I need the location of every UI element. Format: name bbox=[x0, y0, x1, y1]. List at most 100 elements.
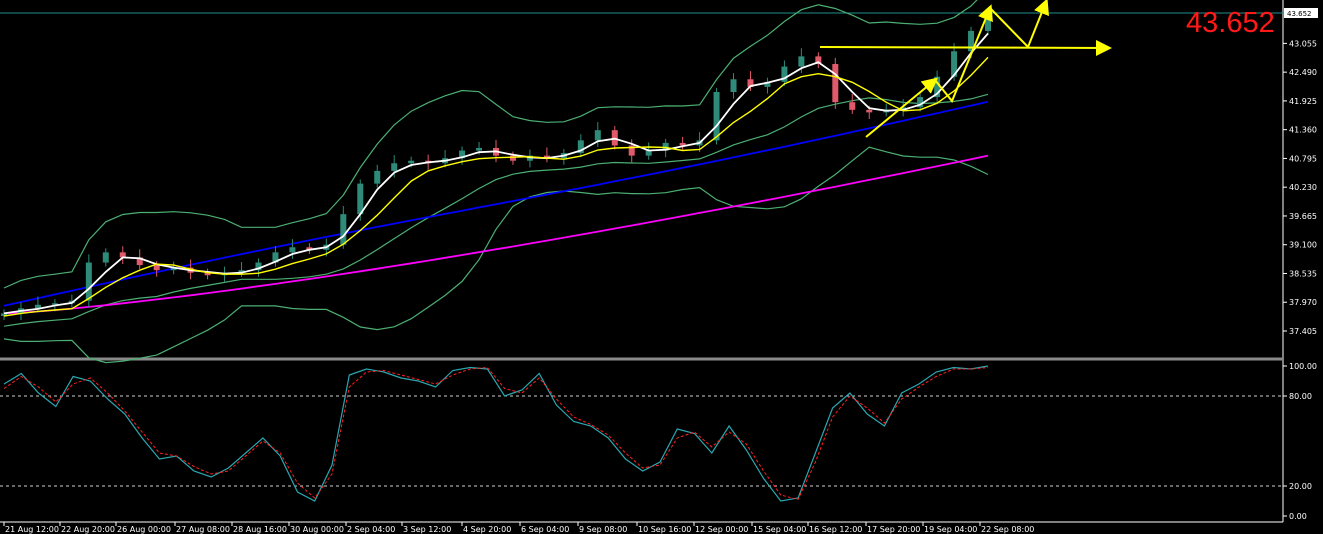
candle-body bbox=[968, 30, 975, 52]
candle-body bbox=[51, 303, 58, 305]
sma-very-slow-path bbox=[3, 154, 989, 315]
candle-body bbox=[204, 272, 211, 276]
osc-tick-label: 0.00 bbox=[1289, 512, 1307, 521]
oscillator-axis-ticks: 100.00 80.00 20.00 0.00 bbox=[1283, 362, 1317, 521]
candle-body bbox=[679, 142, 686, 146]
time-tick-label: 4 Sep 20:00 bbox=[463, 525, 511, 534]
bollinger-lower bbox=[3, 146, 989, 364]
sma-slow-path bbox=[3, 100, 989, 307]
sma-fast-lines bbox=[3, 32, 989, 317]
candle-body bbox=[391, 163, 398, 171]
candle-body bbox=[459, 150, 466, 159]
time-tick-label: 27 Aug 08:00 bbox=[176, 525, 230, 534]
support-arrow bbox=[819, 39, 1112, 56]
time-tick-label: 26 Aug 00:00 bbox=[117, 525, 171, 534]
time-tick-label: 17 Sep 20:00 bbox=[867, 525, 920, 534]
candle-body bbox=[476, 147, 483, 151]
time-tick-label: 21 Aug 12:00 bbox=[5, 525, 59, 534]
time-tick-label: 22 Aug 20:00 bbox=[61, 525, 115, 534]
price-tag bbox=[1284, 8, 1318, 18]
candle-body bbox=[272, 252, 279, 263]
price-axis-ticks: 43.055 42.490 41.925 41.360 40.795 40.230 39.6… bbox=[1283, 39, 1317, 336]
candle-body bbox=[543, 155, 550, 159]
candle-body bbox=[306, 247, 313, 250]
time-tick-label: 10 Sep 16:00 bbox=[638, 525, 691, 534]
candle-body bbox=[102, 252, 109, 263]
stochastic-lines bbox=[3, 365, 989, 502]
sma-fast-line bbox=[3, 32, 989, 315]
candle-body bbox=[238, 270, 245, 273]
price-tick-label: 40.230 bbox=[1289, 183, 1317, 192]
time-tick-label: 30 Aug 00:00 bbox=[290, 525, 344, 534]
oscillator-levels bbox=[0, 395, 1283, 487]
price-tick-label: 40.795 bbox=[1289, 154, 1317, 163]
time-tick-label: 28 Aug 16:00 bbox=[233, 525, 287, 534]
bollinger-upper bbox=[3, 0, 978, 289]
candle-body bbox=[662, 142, 669, 151]
candle-body bbox=[764, 81, 771, 87]
candle-body bbox=[781, 66, 788, 82]
candle-body bbox=[798, 56, 805, 67]
candle-body bbox=[509, 155, 516, 161]
price-tick-label: 37.405 bbox=[1289, 327, 1317, 336]
candle-body bbox=[340, 214, 347, 245]
candle-body bbox=[815, 56, 822, 65]
bollinger-middle bbox=[3, 93, 989, 327]
candle-body bbox=[577, 140, 584, 154]
osc-tick-label: 100.00 bbox=[1289, 362, 1317, 371]
time-tick-label: 22 Sep 08:00 bbox=[981, 525, 1034, 534]
price-tick-label: 41.360 bbox=[1289, 126, 1317, 135]
candle-body bbox=[951, 51, 958, 77]
time-tick-label: 3 Sep 12:00 bbox=[403, 525, 451, 534]
price-tick-label: 42.490 bbox=[1289, 68, 1317, 77]
price-tick-label: 38.535 bbox=[1289, 269, 1317, 278]
sma-very-slow-line bbox=[3, 154, 989, 315]
current-price-display: 43.652 bbox=[1186, 7, 1275, 39]
osc-tick-label: 80.00 bbox=[1289, 392, 1312, 401]
stoch-signal-line bbox=[3, 366, 989, 501]
candle-body bbox=[119, 252, 126, 258]
price-tick-label: 37.970 bbox=[1289, 298, 1317, 307]
price-tick-label: 43.055 bbox=[1289, 39, 1317, 48]
candle-body bbox=[849, 102, 856, 110]
rise-arrow-1 bbox=[865, 77, 939, 138]
candle-body bbox=[713, 92, 720, 141]
candle-body bbox=[832, 64, 839, 103]
candle-body bbox=[408, 160, 415, 164]
candle-body bbox=[747, 79, 754, 87]
price-tick-label: 39.100 bbox=[1289, 241, 1317, 250]
candle-body bbox=[985, 18, 991, 31]
candle-body bbox=[34, 304, 41, 309]
candle-body bbox=[170, 267, 177, 271]
candle-body bbox=[153, 265, 160, 271]
candle-body bbox=[357, 183, 364, 215]
rise-arrow-2 bbox=[934, 4, 993, 103]
candle-body bbox=[900, 107, 907, 110]
candle-body bbox=[136, 257, 143, 266]
time-tick-label: 15 Sep 04:00 bbox=[753, 525, 806, 534]
price-tick-label: 39.665 bbox=[1289, 212, 1317, 221]
trend-arrows bbox=[819, 0, 1112, 138]
time-tick-label: 16 Sep 12:00 bbox=[809, 525, 862, 534]
sma-medium-line bbox=[3, 56, 989, 317]
osc-tick-label: 20.00 bbox=[1289, 482, 1312, 491]
candle-body bbox=[374, 170, 381, 184]
time-tick-label: 9 Sep 08:00 bbox=[579, 525, 627, 534]
candle-body bbox=[645, 150, 652, 156]
stoch-main-line bbox=[3, 365, 989, 502]
time-tick-label: 6 Sep 04:00 bbox=[521, 525, 569, 534]
candle-body bbox=[289, 247, 296, 253]
time-tick-label: 12 Sep 00:00 bbox=[695, 525, 748, 534]
bollinger-bands bbox=[3, 0, 989, 364]
price-panel[interactable] bbox=[0, 0, 1283, 358]
time-tick-label: 19 Sep 04:00 bbox=[924, 525, 977, 534]
time-tick-label: 2 Sep 04:00 bbox=[347, 525, 395, 534]
sma-slow-line bbox=[3, 100, 989, 307]
projection-arrow bbox=[989, 0, 1049, 49]
candle-body bbox=[628, 145, 635, 156]
time-axis-ticks: 21 Aug 12:00 22 Aug 20:00 26 Aug 00:00 27 A… bbox=[3, 522, 1034, 534]
candle-body bbox=[85, 262, 92, 301]
candle-body bbox=[917, 97, 924, 108]
candle-body bbox=[594, 130, 601, 141]
